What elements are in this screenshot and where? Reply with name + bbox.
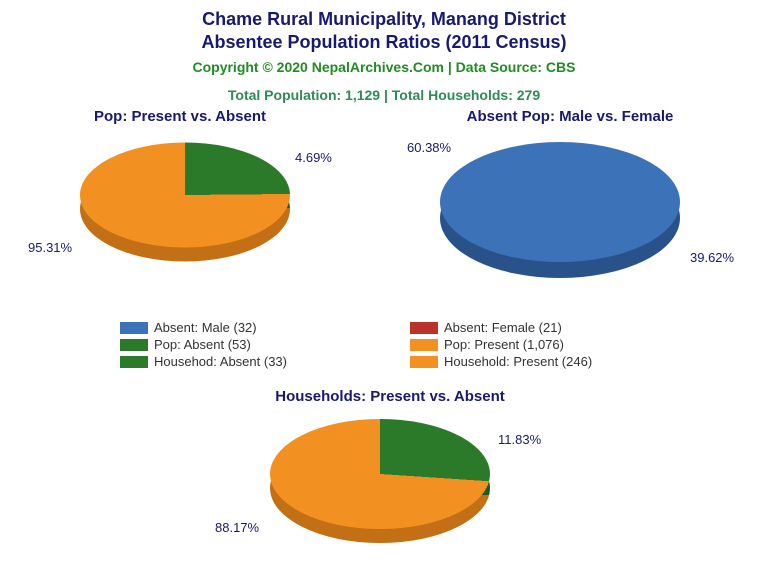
legend-swatch [410,339,438,351]
totals-text: Total Population: 1,129 | Total Househol… [0,87,768,103]
legend-label: Pop: Present (1,076) [444,337,564,352]
legend-swatch [120,339,148,351]
legend-item: Household: Present (246) [410,354,660,369]
legend-label: Househod: Absent (33) [154,354,287,369]
title-line1: Chame Rural Municipality, Manang Distric… [202,9,566,29]
legend-label: Absent: Male (32) [154,320,257,335]
legend-item: Pop: Absent (53) [120,337,370,352]
chart3-label-big: 88.17% [215,520,259,535]
chart3-pie [270,418,490,538]
chart1-label-big: 95.31% [28,240,72,255]
chart3-title: Households: Present vs. Absent [250,388,530,405]
legend-label: Household: Present (246) [444,354,592,369]
legend-label: Pop: Absent (53) [154,337,251,352]
legend-item: Househod: Absent (33) [120,354,370,369]
chart3-label-small: 11.83% [498,432,541,447]
legend-item: Absent: Male (32) [120,320,370,335]
legend-swatch [120,356,148,368]
legend-item: Pop: Present (1,076) [410,337,660,352]
chart1-title: Pop: Present vs. Absent [60,108,300,125]
chart2-pie [440,140,680,270]
copyright-text: Copyright © 2020 NepalArchives.Com | Dat… [0,59,768,75]
chart2-title: Absent Pop: Male vs. Female [420,108,720,125]
chart1-pie [80,140,290,260]
chart1-label-small: 4.69% [295,150,332,165]
legend-swatch [120,322,148,334]
main-title: Chame Rural Municipality, Manang Distric… [0,0,768,55]
title-line2: Absentee Population Ratios (2011 Census) [201,32,566,52]
legend-item: Absent: Female (21) [410,320,660,335]
legend-swatch [410,322,438,334]
chart2-label-blue: 60.38% [407,140,451,155]
legend-label: Absent: Female (21) [444,320,562,335]
chart2-label-red: 39.62% [690,250,734,265]
legend: Absent: Male (32) Absent: Female (21) Pop:… [120,320,660,369]
legend-swatch [410,356,438,368]
